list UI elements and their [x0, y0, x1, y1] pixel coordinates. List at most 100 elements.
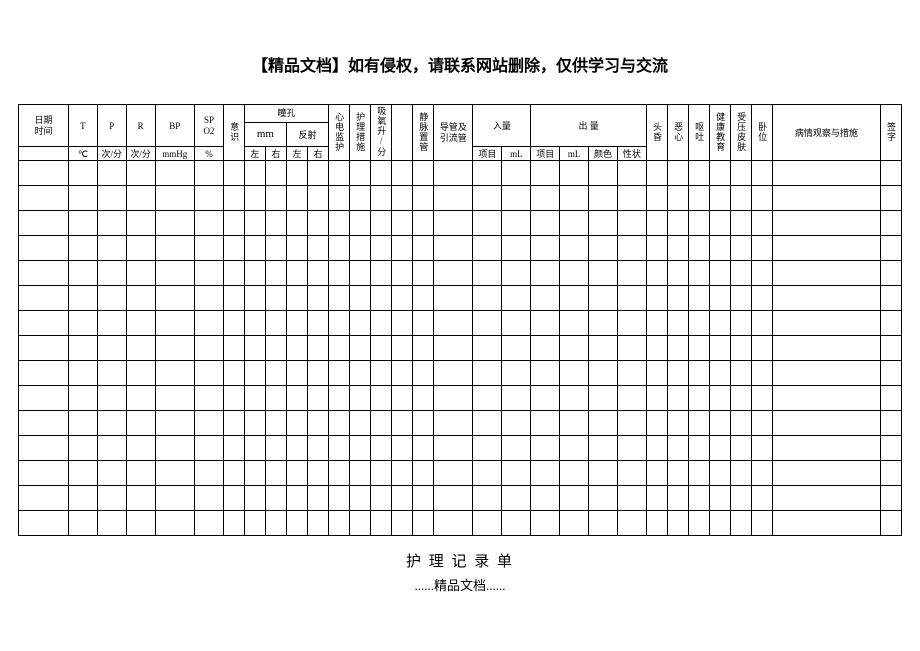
table-row — [19, 411, 902, 436]
cell — [307, 361, 328, 386]
cell — [730, 286, 751, 311]
cell — [371, 436, 392, 461]
cell — [709, 161, 730, 186]
cell — [286, 311, 307, 336]
cell — [195, 211, 224, 236]
cell — [371, 311, 392, 336]
cell — [328, 261, 349, 286]
cell — [307, 511, 328, 536]
cell — [531, 361, 560, 386]
cell — [772, 161, 880, 186]
cell — [371, 511, 392, 536]
cell — [19, 186, 69, 211]
cell — [195, 436, 224, 461]
cell — [772, 411, 880, 436]
cell — [688, 411, 709, 436]
cell — [473, 311, 502, 336]
cell — [751, 211, 772, 236]
cell — [688, 186, 709, 211]
page-title: 【精品文档】如有侵权，请联系网站删除，仅供学习与交流 — [0, 0, 920, 104]
cell — [413, 336, 434, 361]
footer-title: 护 理 记 录 单 — [0, 536, 920, 571]
cell — [730, 436, 751, 461]
unit-per-min-2: 次/分 — [126, 147, 155, 161]
cell — [560, 461, 589, 486]
cell — [68, 386, 97, 411]
sub-right-1: 右 — [265, 147, 286, 161]
cell — [667, 486, 688, 511]
cell — [560, 411, 589, 436]
sub-output-property: 性状 — [617, 147, 646, 161]
col-ecg: 心电监护 — [328, 105, 349, 161]
col-r: R — [126, 105, 155, 147]
cell — [97, 436, 126, 461]
cell — [531, 236, 560, 261]
cell — [560, 236, 589, 261]
cell — [126, 336, 155, 361]
cell — [880, 336, 901, 361]
cell — [646, 186, 667, 211]
cell — [730, 361, 751, 386]
cell — [371, 361, 392, 386]
cell — [286, 236, 307, 261]
cell — [195, 511, 224, 536]
cell — [772, 511, 880, 536]
cell — [617, 161, 646, 186]
col-output: 出 量 — [531, 105, 647, 147]
unit-celsius: ℃ — [68, 147, 97, 161]
cell — [434, 186, 473, 211]
cell — [223, 361, 244, 386]
cell — [730, 386, 751, 411]
cell — [772, 486, 880, 511]
cell — [350, 311, 371, 336]
cell — [223, 511, 244, 536]
cell — [97, 236, 126, 261]
cell — [751, 236, 772, 261]
cell — [244, 211, 265, 236]
col-oxygen: 吸氧升/分 — [371, 105, 392, 161]
cell — [350, 286, 371, 311]
cell — [371, 261, 392, 286]
cell — [244, 436, 265, 461]
cell — [265, 486, 286, 511]
cell — [126, 511, 155, 536]
cell — [473, 361, 502, 386]
table-row — [19, 161, 902, 186]
cell — [531, 261, 560, 286]
cell — [68, 286, 97, 311]
col-observation: 病情观察与措施 — [772, 105, 880, 161]
cell — [589, 211, 618, 236]
cell — [392, 186, 413, 211]
cell — [473, 461, 502, 486]
cell — [286, 336, 307, 361]
cell — [709, 236, 730, 261]
col-bp: BP — [155, 105, 194, 147]
col-spo2: SP O2 — [195, 105, 224, 147]
cell — [371, 386, 392, 411]
cell — [772, 261, 880, 286]
cell — [667, 286, 688, 311]
cell — [709, 211, 730, 236]
cell — [880, 211, 901, 236]
col-nausea: 恶心 — [667, 105, 688, 161]
cell — [880, 511, 901, 536]
col-nursing-measures: 护理措施 — [350, 105, 371, 161]
cell — [371, 286, 392, 311]
cell — [646, 461, 667, 486]
cell — [502, 311, 531, 336]
cell — [223, 186, 244, 211]
cell — [709, 411, 730, 436]
col-mm: mm — [244, 123, 286, 147]
cell — [97, 511, 126, 536]
cell — [560, 486, 589, 511]
cell — [328, 436, 349, 461]
cell — [392, 511, 413, 536]
cell — [502, 261, 531, 286]
cell — [223, 261, 244, 286]
cell — [195, 161, 224, 186]
table-container: 日期 时间 T P R BP SP O2 意识 瞳孔 心电监护 护理措施 吸氧升… — [0, 104, 920, 536]
cell — [688, 236, 709, 261]
col-catheter: 导管及 引流管 — [434, 105, 473, 161]
cell — [688, 211, 709, 236]
cell — [772, 386, 880, 411]
